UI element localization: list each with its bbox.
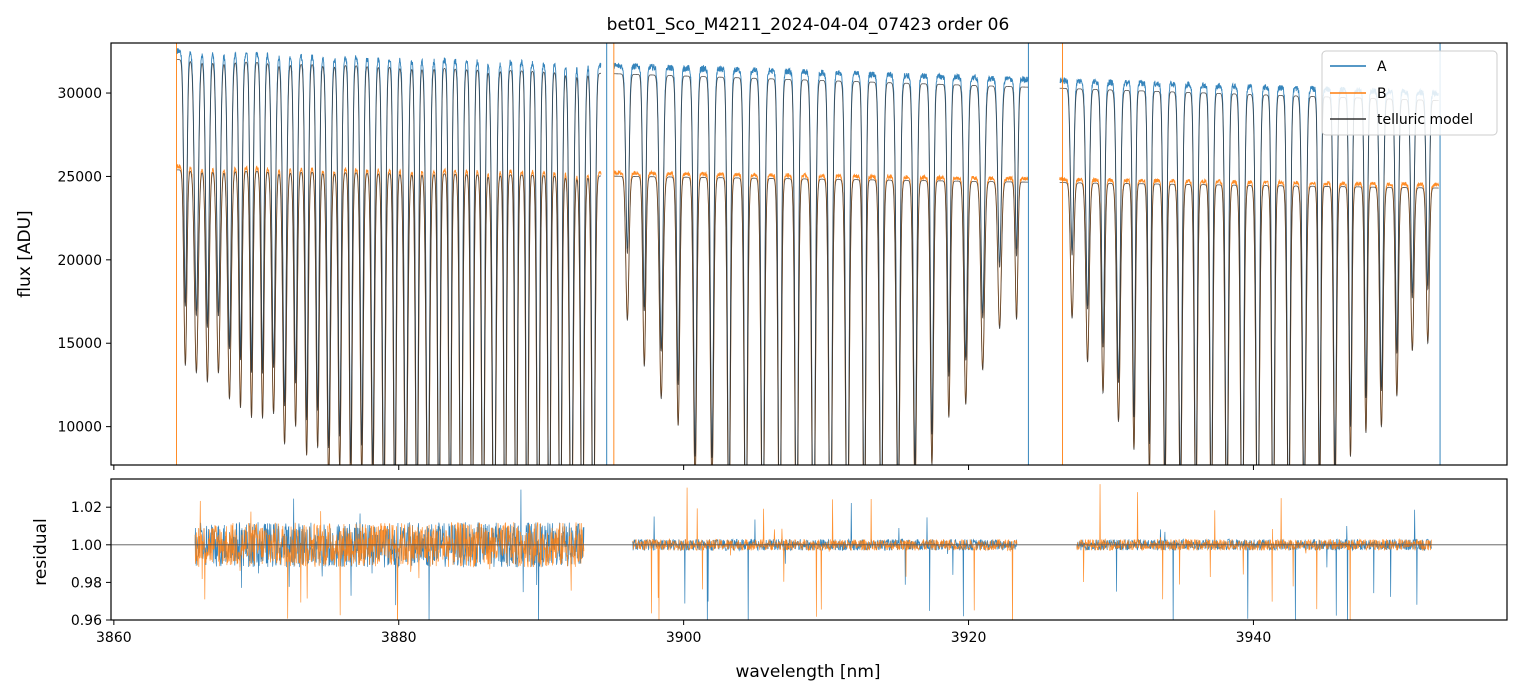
bottom-xlabel: wavelength [nm] bbox=[735, 662, 880, 682]
chart-title: bet01_Sco_M4211_2024-04-04_07423 order 0… bbox=[607, 15, 1010, 35]
bottom-ytick-label: 0.98 bbox=[71, 575, 102, 591]
legend-frame bbox=[1321, 50, 1498, 136]
legend-label-telluric: telluric model bbox=[1377, 112, 1473, 128]
bottom-ylabel: residual bbox=[31, 518, 51, 585]
residual-a-line bbox=[194, 489, 1432, 620]
bottom-xtick-label: 3940 bbox=[1236, 630, 1272, 646]
top-ytick-label: 15000 bbox=[57, 336, 102, 352]
telluric-model-line-b bbox=[176, 169, 1439, 465]
top-axes-frame bbox=[110, 42, 1508, 466]
bottom-xtick-label: 3880 bbox=[381, 630, 417, 646]
top-ytick-label: 20000 bbox=[57, 253, 102, 269]
legend: A B telluric model bbox=[1321, 50, 1498, 136]
bottom-ytick-label: 1.00 bbox=[71, 538, 102, 554]
series-b-line bbox=[176, 164, 1440, 465]
legend-label-a: A bbox=[1377, 59, 1387, 75]
bottom-xtick-label: 3900 bbox=[666, 630, 702, 646]
bottom-axes-frame bbox=[110, 478, 1508, 621]
bottom-ytick-label: 1.02 bbox=[71, 500, 102, 516]
top-ytick-label: 25000 bbox=[57, 169, 102, 185]
bottom-xtick-label: 3860 bbox=[96, 630, 132, 646]
bottom-xtick-label: 3920 bbox=[951, 630, 987, 646]
top-ytick-label: 10000 bbox=[57, 420, 102, 436]
residual-b-line bbox=[194, 484, 1432, 620]
legend-label-b: B bbox=[1377, 86, 1387, 102]
bottom-panel: 0.96 0.98 1.00 1.02 3860 3880 3900 3920 3940 re… bbox=[31, 478, 1508, 682]
bottom-ytick-label: 0.96 bbox=[71, 613, 102, 629]
top-ylabel: flux [ADU] bbox=[15, 210, 35, 297]
top-ytick-label: 30000 bbox=[57, 86, 102, 102]
series-a-line bbox=[176, 48, 1439, 465]
top-panel: 10000 15000 20000 25000 30000 flux [ADU] A B… bbox=[15, 42, 1508, 470]
telluric-model-line-a bbox=[176, 59, 1439, 465]
